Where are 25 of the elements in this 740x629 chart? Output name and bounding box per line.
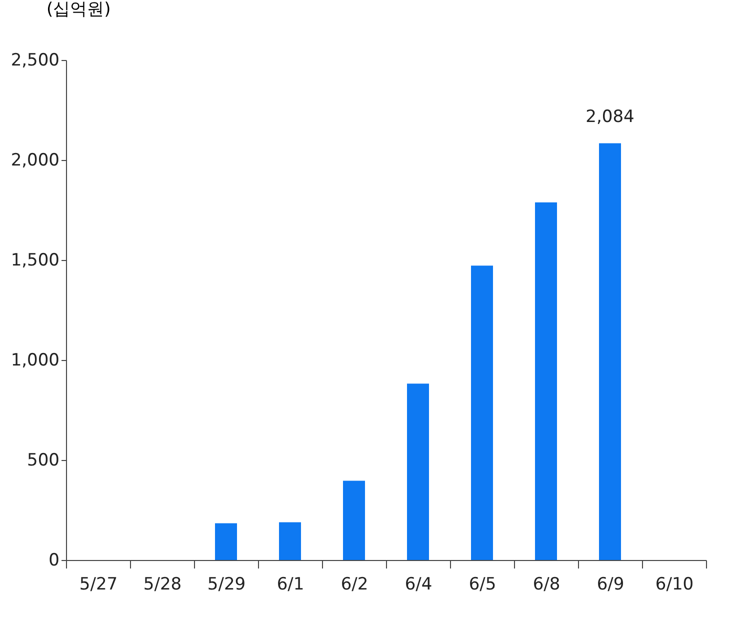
bar (471, 266, 493, 560)
y-tick-label: 2,000 (10, 150, 60, 170)
bar (599, 143, 621, 560)
bar (535, 202, 557, 560)
x-tick-label: 6/5 (468, 574, 496, 594)
x-tick-label: 6/10 (655, 574, 694, 594)
y-axis-title: (십억원) (46, 0, 111, 20)
y-tick-label: 1,500 (10, 250, 60, 270)
x-tick-label: 5/29 (207, 574, 246, 594)
bar (407, 384, 429, 560)
y-tick-label: 1,000 (10, 350, 60, 370)
data-label: 2,084 (586, 107, 634, 128)
bar (215, 523, 237, 560)
y-tick-label: 0 (48, 550, 60, 570)
x-tick-label: 6/1 (276, 574, 304, 594)
x-tick-label: 5/27 (79, 574, 118, 594)
x-tick-label: 6/9 (596, 574, 624, 594)
x-tick-label: 6/4 (404, 574, 432, 594)
bar (343, 480, 365, 560)
x-tick-label: 6/2 (340, 574, 368, 594)
y-tick-label: 500 (27, 450, 60, 470)
x-tick-label: 5/28 (143, 574, 182, 594)
bar (279, 522, 301, 560)
x-tick-label: 6/8 (532, 574, 560, 594)
y-tick-label: 2,500 (10, 50, 60, 70)
